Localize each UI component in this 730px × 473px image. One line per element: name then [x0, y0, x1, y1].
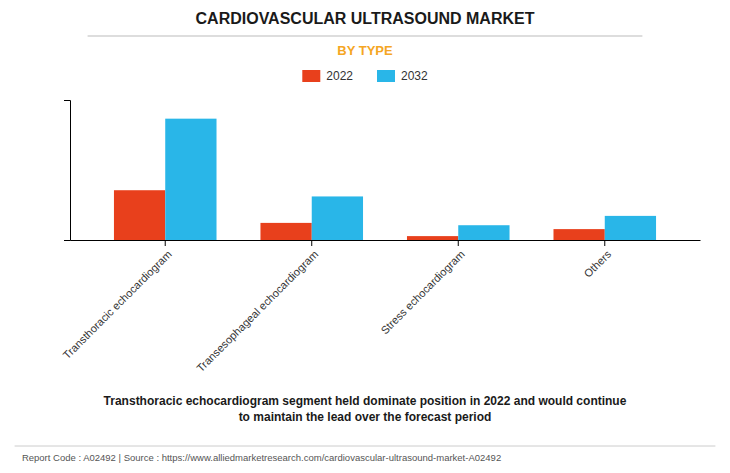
legend-label: 2032 [401, 69, 428, 83]
bar [553, 229, 604, 240]
legend-item: 2032 [377, 69, 428, 83]
x-tick-mark [311, 240, 312, 246]
bar [165, 119, 216, 240]
y-axis-line [64, 101, 71, 241]
bar [407, 236, 458, 240]
subtitle: BY TYPE [337, 43, 393, 58]
title-separator [88, 36, 643, 37]
chart: CARDIOVASCULAR ULTRASOUND MARKET BY TYPE T… [0, 0, 730, 473]
description: Transthoracic echocardiogram segment hel… [104, 394, 627, 408]
bar [458, 225, 509, 240]
x-tick-mark [458, 240, 459, 246]
title: CARDIOVASCULAR ULTRASOUND MARKET [196, 10, 535, 27]
legend: 2022 2032 [302, 69, 428, 83]
x-tick-label: Transthoracic echocardiogram [61, 248, 174, 361]
x-tick: Transesophageal echocardiogram [194, 240, 320, 374]
legend-item: 2022 [302, 69, 353, 83]
x-tick-label: Stress echocardiogram [378, 248, 466, 336]
x-tick: Transthoracic echocardiogram [61, 240, 174, 361]
x-tick: Others [581, 240, 613, 280]
x-tick-mark [604, 240, 605, 246]
bar [605, 216, 656, 240]
footnote: Report Code : A02492 | Source : https://… [22, 452, 501, 463]
x-axis: Transthoracic echocardiogramTransesophag… [61, 240, 701, 374]
bar [114, 190, 165, 240]
x-tick-label: Others [581, 247, 613, 279]
footnote-separator [15, 446, 716, 447]
legend-swatch [377, 70, 395, 82]
x-tick-label: Transesophageal echocardiogram [194, 248, 320, 374]
x-tick: Stress echocardiogram [378, 240, 466, 336]
bar [260, 223, 311, 240]
description: to maintain the lead over the forecast p… [239, 410, 492, 424]
legend-swatch [302, 70, 320, 82]
legend-label: 2022 [326, 69, 353, 83]
bars [114, 119, 656, 240]
y-axis [64, 101, 71, 241]
bar [312, 196, 363, 240]
x-tick-mark [165, 240, 166, 246]
series [165, 119, 656, 240]
